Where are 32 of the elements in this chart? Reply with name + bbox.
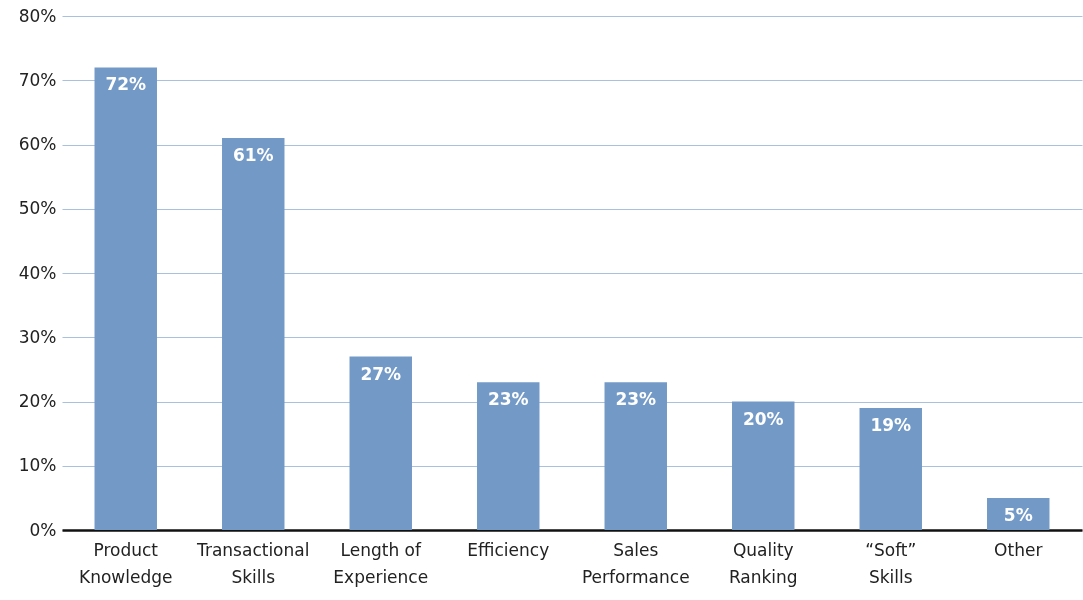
data-label: 61% xyxy=(232,145,274,166)
bar xyxy=(604,382,667,530)
y-tick-label: 60% xyxy=(18,134,57,154)
y-tick-label: 80% xyxy=(18,5,57,26)
x-tick-label: Quality Ranking xyxy=(728,539,798,587)
y-tick-label: 20% xyxy=(18,391,57,411)
data-label: 20% xyxy=(742,408,784,429)
y-tick-label: 0% xyxy=(29,519,57,540)
data-label: 23% xyxy=(487,389,529,410)
x-tick-label: Transactional Skills xyxy=(196,539,310,587)
y-tick-label: 30% xyxy=(18,326,57,347)
y-tick-label: 50% xyxy=(18,198,57,219)
y-tick-label: 10% xyxy=(18,455,57,476)
bar xyxy=(94,67,157,530)
bar xyxy=(349,356,412,530)
y-tick-label: 70% xyxy=(18,69,57,90)
x-tick-label: “Soft” Skills xyxy=(865,539,917,587)
x-tick-label: Product Knowledge xyxy=(79,539,173,587)
data-label: 19% xyxy=(870,414,912,435)
data-label: 5% xyxy=(1003,504,1033,525)
bar xyxy=(859,407,922,530)
data-label: 27% xyxy=(360,363,402,384)
bar xyxy=(732,401,795,530)
data-label: 72% xyxy=(105,74,147,95)
bar xyxy=(222,138,285,530)
bar xyxy=(477,382,540,530)
x-tick-label: Other xyxy=(994,539,1043,560)
data-label: 23% xyxy=(615,389,657,410)
y-tick-label: 40% xyxy=(18,262,57,283)
x-tick-label: Efficiency xyxy=(467,539,550,560)
x-tick-label: Length of Experience xyxy=(333,539,429,587)
x-tick-label: Sales Performance xyxy=(581,539,690,587)
